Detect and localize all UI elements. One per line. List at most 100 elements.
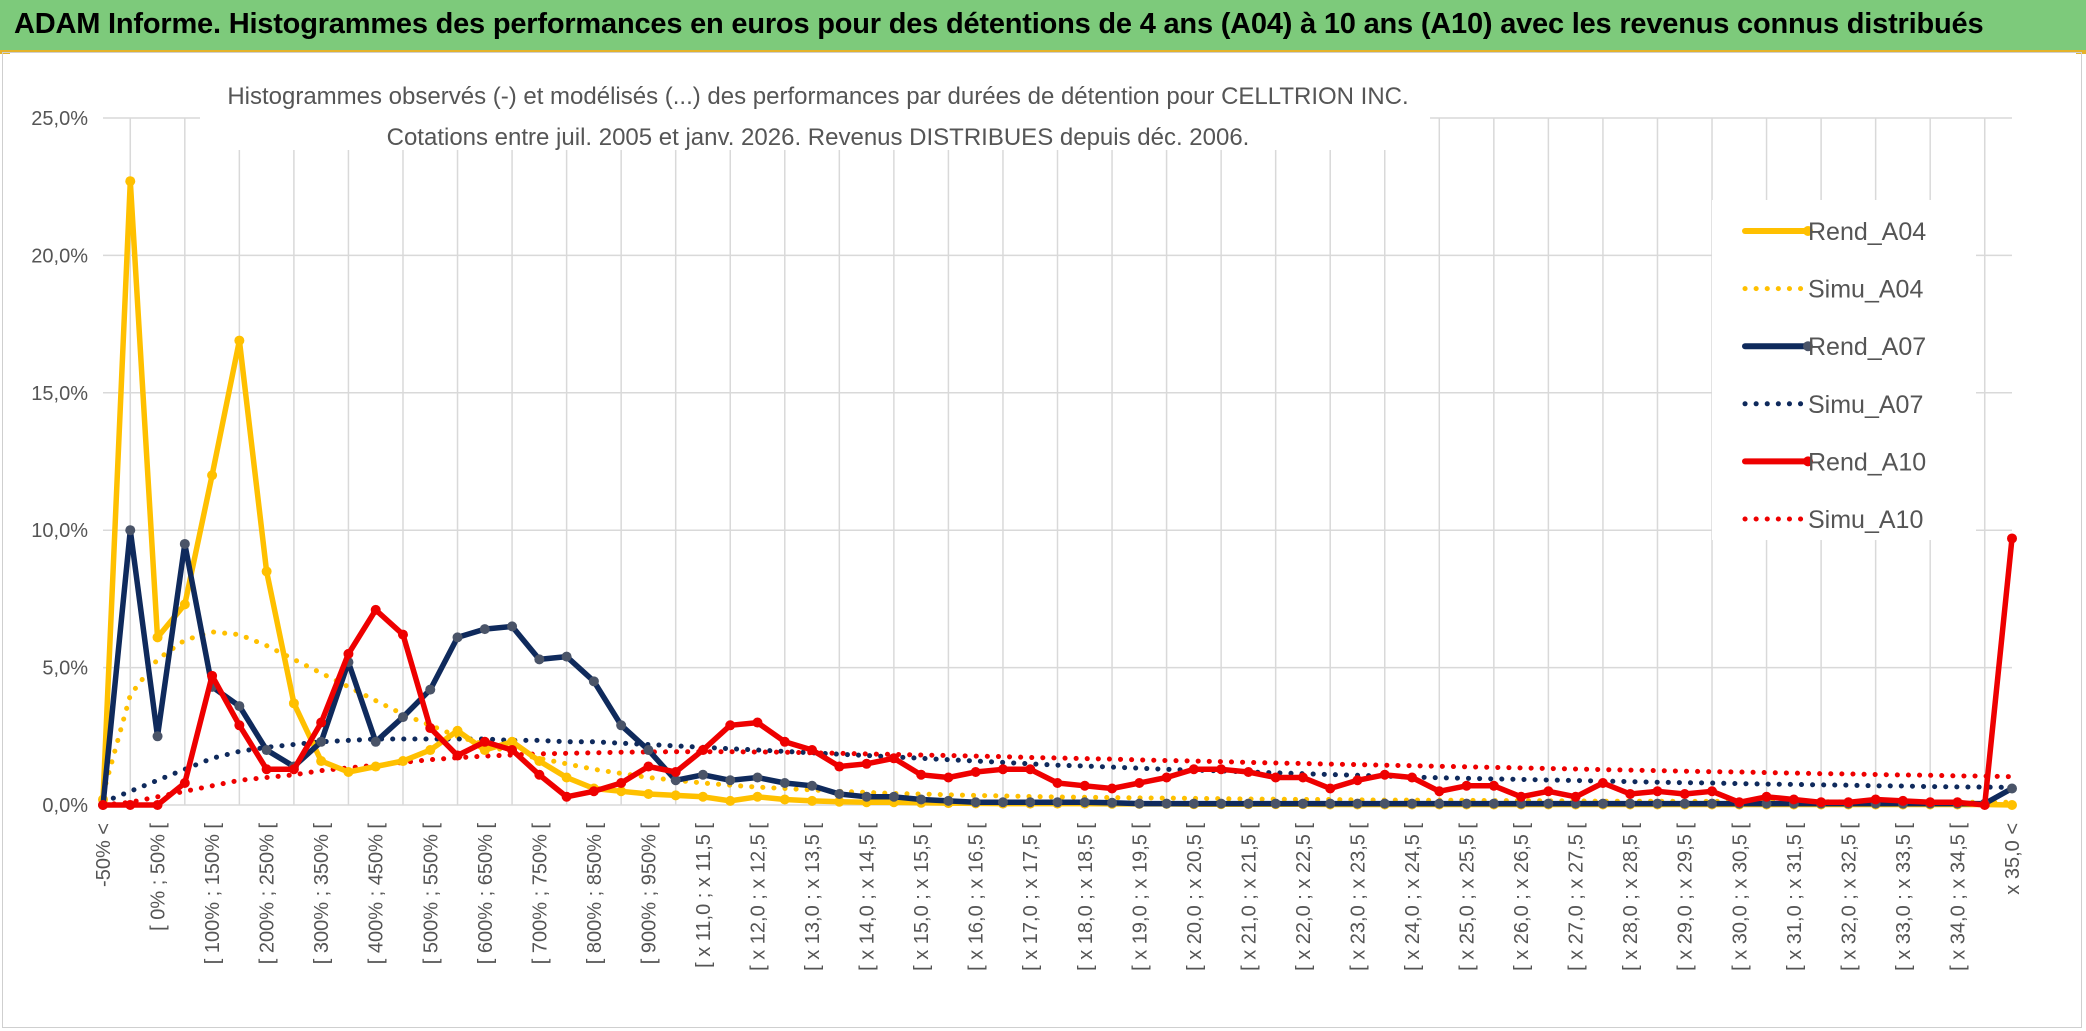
data-point: [1052, 778, 1063, 789]
x-tick-label: [ 100% ; 150% [: [202, 823, 224, 965]
data-point: [834, 789, 845, 800]
data-point: [1979, 800, 1990, 810]
data-point: [1297, 798, 1308, 809]
data-point: [1843, 797, 1854, 808]
data-point: [1352, 775, 1363, 786]
x-tick-label: [ x 33,0 ; x 33,5 [: [1893, 823, 1915, 971]
data-point: [179, 778, 190, 789]
x-tick-label: [ x 12,0 ; x 12,5 [: [748, 823, 770, 971]
data-point: [1107, 797, 1118, 808]
data-point: [1134, 798, 1145, 809]
data-point: [997, 764, 1008, 775]
data-point: [370, 761, 381, 772]
data-point: [697, 791, 708, 802]
data-point: [1216, 764, 1227, 775]
data-point: [1679, 789, 1690, 800]
legend-label: Simu_A04: [1808, 276, 1923, 304]
data-point: [507, 745, 518, 756]
x-tick-label: [ x 11,0 ; x 11,5 [: [693, 823, 715, 968]
data-point: [561, 651, 572, 662]
data-point: [1788, 794, 1799, 805]
legend-item-rend-a04: Rend_A04: [1742, 218, 1926, 246]
data-point: [425, 745, 436, 756]
data-point: [616, 720, 627, 731]
data-point: [1243, 767, 1254, 778]
data-point: [152, 800, 163, 810]
data-point: [861, 758, 872, 769]
x-tick-label: [ x 32,0 ; x 32,5 [: [1838, 823, 1860, 971]
x-tick-label: [ 200% ; 250% [: [257, 823, 279, 965]
data-point: [807, 745, 818, 756]
data-point: [452, 725, 463, 736]
chart-frame: [2, 52, 2082, 1028]
data-point: [1516, 798, 1527, 809]
data-point: [670, 790, 681, 801]
data-point: [1461, 780, 1472, 791]
data-point: [588, 676, 599, 687]
series-line: [100, 736, 2015, 805]
x-tick-label: [ 0% ; 50% [: [148, 823, 170, 931]
y-tick-label: 5,0%: [42, 658, 88, 680]
series-rend-a10: [98, 533, 2017, 810]
data-point: [1079, 780, 1090, 791]
chart-legend: Rend_A04 Simu_A04 Rend_A07 Simu_A07 Rend_A10…: [1742, 218, 1926, 534]
data-point: [534, 654, 545, 665]
data-point: [2007, 783, 2017, 794]
data-point: [125, 176, 136, 187]
data-point: [1270, 772, 1281, 783]
data-point: [1188, 798, 1199, 809]
data-point: [1134, 778, 1145, 789]
data-point: [234, 335, 245, 346]
data-point: [288, 764, 299, 775]
data-point: [1488, 780, 1499, 791]
legend-label: Simu_A07: [1808, 391, 1923, 419]
series-simu-a10: [100, 749, 2015, 808]
data-point: [916, 794, 927, 805]
data-point: [1816, 797, 1827, 808]
x-tick-label: [ 500% ; 550% [: [420, 823, 442, 965]
data-point: [943, 795, 954, 806]
data-point: [1516, 791, 1527, 802]
data-point: [1570, 791, 1581, 802]
data-point: [452, 632, 463, 643]
data-point: [1925, 797, 1936, 808]
chart-title-line2: Cotations entre juil. 2005 et janv. 2026…: [387, 124, 1250, 151]
data-point: [588, 786, 599, 797]
data-point: [616, 778, 627, 789]
x-tick-label: [ x 23,0 ; x 23,5 [: [1347, 823, 1369, 971]
legend-marker: [1803, 226, 1813, 236]
data-point: [1052, 797, 1063, 808]
x-tick-label: [ 300% ; 350% [: [311, 823, 333, 965]
legend-label: Rend_A07: [1808, 333, 1926, 361]
data-point: [1325, 783, 1336, 794]
x-tick-label: [ 600% ; 650% [: [475, 823, 497, 965]
data-point: [1952, 797, 1963, 808]
data-point: [807, 780, 818, 791]
data-point: [1570, 798, 1581, 809]
x-tick-label: [ x 14,0 ; x 14,5 [: [857, 823, 879, 971]
x-tick-label: [ 400% ; 450% [: [366, 823, 388, 965]
y-axis: 0,0% 5,0% 10,0% 15,0% 20,0% 25,0%: [31, 108, 88, 817]
data-point: [479, 624, 490, 635]
y-tick-label: 25,0%: [31, 108, 88, 130]
x-tick-label: -50% <: [93, 823, 115, 887]
data-point: [261, 566, 272, 577]
data-point: [1761, 791, 1772, 802]
data-point: [234, 720, 245, 731]
x-tick-label: [ x 31,0 ; x 31,5 [: [1784, 823, 1806, 971]
x-tick-label: [ x 15,0 ; x 15,5 [: [911, 823, 933, 971]
report-banner: ADAM Informe. Histogrammes des performan…: [0, 0, 2086, 52]
data-point: [561, 772, 572, 783]
data-point: [697, 745, 708, 756]
data-point: [643, 745, 654, 756]
x-tick-label: [ x 16,0 ; x 16,5 [: [966, 823, 988, 971]
data-point: [1897, 795, 1908, 806]
data-point: [316, 717, 327, 728]
x-tick-label: [ x 34,0 ; x 34,5 [: [1947, 823, 1969, 971]
data-point: [1025, 764, 1036, 775]
y-tick-label: 20,0%: [31, 245, 88, 267]
data-point: [916, 769, 927, 780]
data-point: [207, 470, 218, 481]
data-point: [970, 767, 981, 778]
data-point: [234, 701, 245, 712]
